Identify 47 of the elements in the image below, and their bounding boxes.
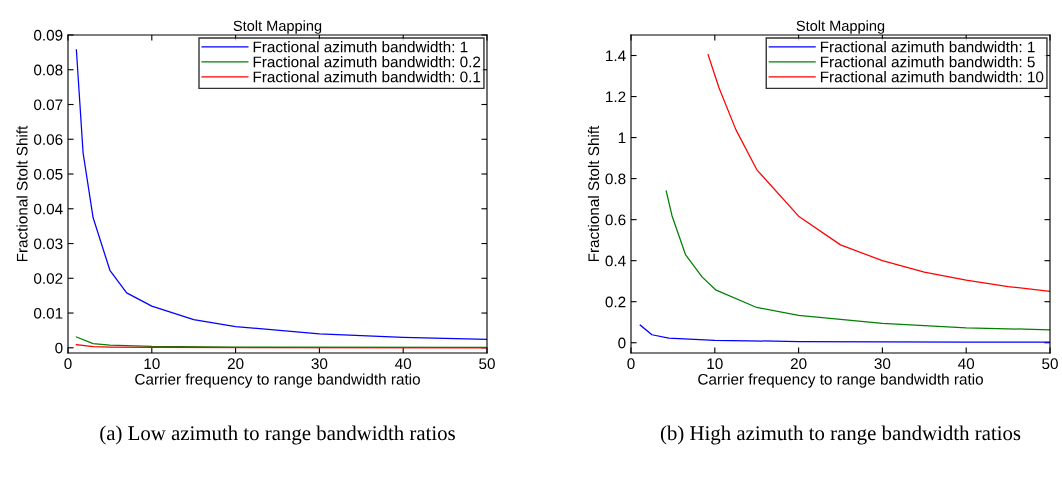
- y-axis-title: Fractional Stolt Shift: [587, 125, 600, 262]
- y-tick-label: 1.4: [606, 50, 626, 62]
- y-tick-label: 0.07: [34, 99, 63, 111]
- legend-label: Fractional azimuth bandwidth: 1: [820, 41, 1035, 53]
- y-tick-label: 0.03: [34, 238, 63, 250]
- y-tick-label: 0.2: [605, 296, 626, 308]
- y-tick-label: 0.4: [605, 255, 626, 267]
- x-tick-label: 50: [1042, 358, 1058, 370]
- x-tick-label: 0: [627, 358, 635, 370]
- legend-label: Fractional azimuth bandwidth: 0.1: [253, 71, 481, 83]
- y-tick-label: 0.09: [34, 29, 63, 41]
- chart-title: Stolt Mapping: [796, 20, 885, 34]
- line-series: [707, 54, 1050, 293]
- x-tick-label: 30: [311, 358, 328, 370]
- y-tick-label: 0.04: [34, 203, 63, 215]
- x-axis-title: Carrier frequency to range bandwidth ratio: [135, 373, 420, 388]
- y-tick-label: 0.8: [605, 173, 626, 185]
- x-tick-label: 10: [144, 358, 160, 370]
- line-series: [665, 190, 1050, 331]
- line-series: [639, 324, 1050, 343]
- x-tick-label: 20: [790, 358, 807, 370]
- legend-label: Fractional azimuth bandwidth: 0.2: [253, 56, 481, 68]
- x-tick-label: 40: [395, 358, 412, 370]
- chart-title: Stolt Mapping: [233, 20, 322, 34]
- y-tick-label: 1: [618, 132, 626, 144]
- x-tick-label: 0: [64, 358, 72, 370]
- y-tick-label: 0.6: [605, 214, 626, 226]
- text: (a) Low azimuth to range bandwidth ratios: [100, 425, 455, 445]
- y-axis-title: Fractional Stolt Shift: [16, 125, 28, 262]
- y-tick-label: 0.05: [34, 168, 63, 180]
- x-tick-label: 40: [958, 358, 975, 370]
- y-tick-label: 0: [55, 342, 63, 354]
- x-tick-label: 20: [227, 358, 244, 370]
- y-tick-label: 0.08: [34, 64, 63, 76]
- x-tick-label: 10: [707, 358, 723, 370]
- y-tick-label: 0.06: [34, 134, 63, 145]
- x-tick-label: 30: [874, 358, 891, 370]
- legend-label: Fractional azimuth bandwidth: 10: [820, 71, 1044, 83]
- x-tick-label: 50: [479, 358, 495, 370]
- legend-label: Fractional azimuth bandwidth: 1: [253, 41, 468, 53]
- y-tick-label: 1.2: [606, 91, 626, 103]
- y-tick-label: 0.01: [34, 307, 63, 319]
- legend-label: Fractional azimuth bandwidth: 5: [820, 56, 1035, 68]
- x-axis-title: Carrier frequency to range bandwidth ratio: [698, 373, 983, 388]
- text: (b) High azimuth to range bandwidth ratios: [660, 425, 1021, 445]
- y-tick-label: 0: [618, 337, 626, 349]
- y-tick-label: 0.02: [34, 273, 63, 284]
